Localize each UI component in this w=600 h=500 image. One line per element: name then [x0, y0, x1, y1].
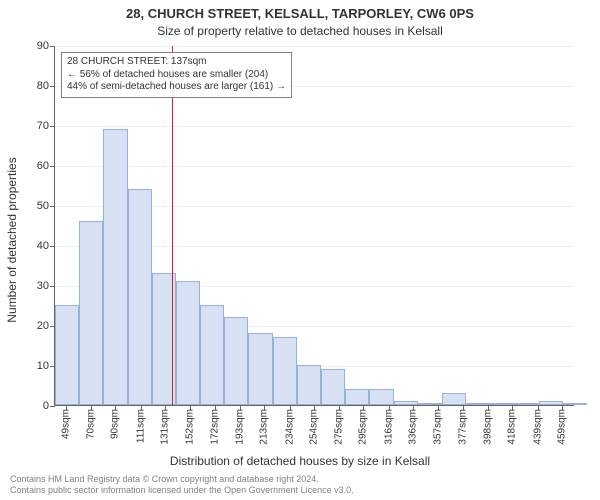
y-tick-label: 10: [37, 360, 49, 372]
histogram-bar: [55, 305, 79, 405]
x-tick-label: 90sqm: [110, 409, 121, 439]
histogram-bar: [273, 337, 297, 405]
x-tick-label: 439sqm: [532, 409, 543, 445]
x-tick-label: 295sqm: [358, 409, 369, 445]
x-tick-label: 459sqm: [556, 409, 567, 445]
x-tick-label: 418sqm: [507, 409, 518, 445]
x-tick-label: 316sqm: [383, 409, 394, 445]
chart-title-main: 28, CHURCH STREET, KELSALL, TARPORLEY, C…: [0, 6, 600, 21]
y-tick-label: 0: [43, 400, 49, 412]
annotation-box: 28 CHURCH STREET: 137sqm← 56% of detache…: [61, 52, 292, 98]
reference-line: [172, 46, 173, 405]
x-tick-label: 275sqm: [334, 409, 345, 445]
y-tick-label: 30: [37, 280, 49, 292]
histogram-bar: [345, 389, 369, 405]
y-tick-mark: [50, 246, 55, 247]
x-tick-label: 254sqm: [308, 409, 319, 445]
y-tick-mark: [50, 46, 55, 47]
annotation-line: ← 56% of detached houses are smaller (20…: [67, 69, 286, 82]
grid-line: [55, 166, 574, 167]
plot-area: 010203040506070809049sqm70sqm90sqm111sqm…: [54, 46, 574, 406]
y-tick-label: 20: [37, 320, 49, 332]
histogram-bar: [539, 401, 563, 405]
histogram-bar: [369, 389, 393, 405]
histogram-bar: [200, 305, 224, 405]
x-tick-label: 152sqm: [185, 409, 196, 445]
y-tick-mark: [50, 126, 55, 127]
y-axis-label: Number of detached properties: [5, 157, 19, 322]
histogram-bar: [321, 369, 345, 405]
x-tick-label: 70sqm: [86, 409, 97, 439]
y-tick-label: 60: [37, 160, 49, 172]
histogram-bar: [563, 403, 587, 405]
x-tick-label: 49sqm: [60, 409, 71, 439]
y-tick-label: 90: [37, 40, 49, 52]
x-axis-label: Distribution of detached houses by size …: [0, 454, 600, 468]
histogram-bar: [490, 403, 514, 405]
histogram-bar: [442, 393, 466, 405]
y-tick-mark: [50, 166, 55, 167]
y-tick-label: 70: [37, 120, 49, 132]
histogram-bar: [394, 401, 418, 405]
grid-line: [55, 126, 574, 127]
y-tick-mark: [50, 206, 55, 207]
chart-container: { "title_main": "28, CHURCH STREET, KELS…: [0, 0, 600, 500]
y-tick-label: 50: [37, 200, 49, 212]
grid-line: [55, 46, 574, 47]
histogram-bar: [466, 403, 490, 405]
y-tick-mark: [50, 86, 55, 87]
histogram-bar: [128, 189, 152, 405]
x-tick-label: 131sqm: [160, 409, 171, 445]
histogram-bar: [224, 317, 248, 405]
histogram-bar: [297, 365, 321, 405]
annotation-line: 44% of semi-detached houses are larger (…: [67, 81, 286, 94]
histogram-bar: [515, 403, 539, 405]
x-tick-label: 234sqm: [284, 409, 295, 445]
y-tick-mark: [50, 286, 55, 287]
histogram-bar: [79, 221, 103, 405]
histogram-bar: [248, 333, 272, 405]
x-tick-label: 111sqm: [135, 409, 146, 443]
footer-line-1: Contains HM Land Registry data © Crown c…: [10, 474, 590, 485]
x-tick-label: 172sqm: [209, 409, 220, 445]
x-tick-label: 377sqm: [457, 409, 468, 445]
histogram-bar: [176, 281, 200, 405]
x-tick-label: 357sqm: [433, 409, 444, 445]
x-tick-label: 193sqm: [235, 409, 246, 445]
annotation-line: 28 CHURCH STREET: 137sqm: [67, 56, 286, 69]
footer-note: Contains HM Land Registry data © Crown c…: [10, 474, 590, 496]
y-tick-label: 40: [37, 240, 49, 252]
x-tick-label: 213sqm: [259, 409, 270, 445]
x-tick-label: 398sqm: [482, 409, 493, 445]
histogram-bar: [103, 129, 127, 405]
x-tick-label: 336sqm: [407, 409, 418, 445]
footer-line-2: Contains public sector information licen…: [10, 485, 590, 496]
y-tick-label: 80: [37, 80, 49, 92]
chart-title-sub: Size of property relative to detached ho…: [0, 24, 600, 38]
y-tick-mark: [50, 406, 55, 407]
